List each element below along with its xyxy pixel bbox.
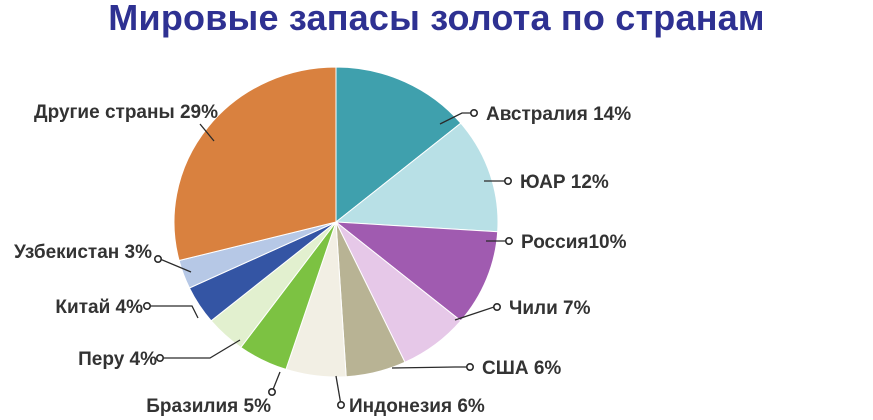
pie-slice [173,66,337,262]
slice-label: Индонезия 6% [349,396,485,417]
leader-marker [336,400,345,409]
slice-label: Россия10% [521,232,627,253]
slice-label: Другие страны 29% [34,102,218,123]
chart-title: Мировые запасы золота по странам [108,0,765,38]
leader-line [199,123,215,142]
pie-slice [334,122,499,233]
leader-line [335,375,342,406]
pie-slices [173,66,499,378]
slice-label: Узбекистан 3% [14,242,152,263]
leader-line [391,366,470,369]
leader-marker [503,177,512,186]
leader-marker [469,109,478,118]
leader-line [147,305,199,319]
slice-label: Бразилия 5% [146,396,271,417]
leader-marker [154,255,163,264]
slice-label: ЮАР 12% [520,172,609,193]
leader-marker [492,302,501,311]
slice-label: Чили 7% [509,298,591,319]
slice-label: Китай 4% [55,297,143,318]
leader-line [160,339,241,359]
slice-label: Австралия 14% [486,104,631,125]
slice-label: Перу 4% [78,349,157,370]
slice-label: США 6% [482,358,561,379]
leader-marker [267,387,276,396]
leader-marker [156,353,165,362]
pie-slice [335,66,462,224]
leader-lines [143,109,513,409]
leader-marker [504,237,513,246]
slice-labels: Австралия 14% ЮАР 12% Россия10% Чили 7% США … [14,102,631,417]
leader-marker [143,301,152,310]
leader-marker [465,362,474,371]
pie-slice [334,221,499,322]
